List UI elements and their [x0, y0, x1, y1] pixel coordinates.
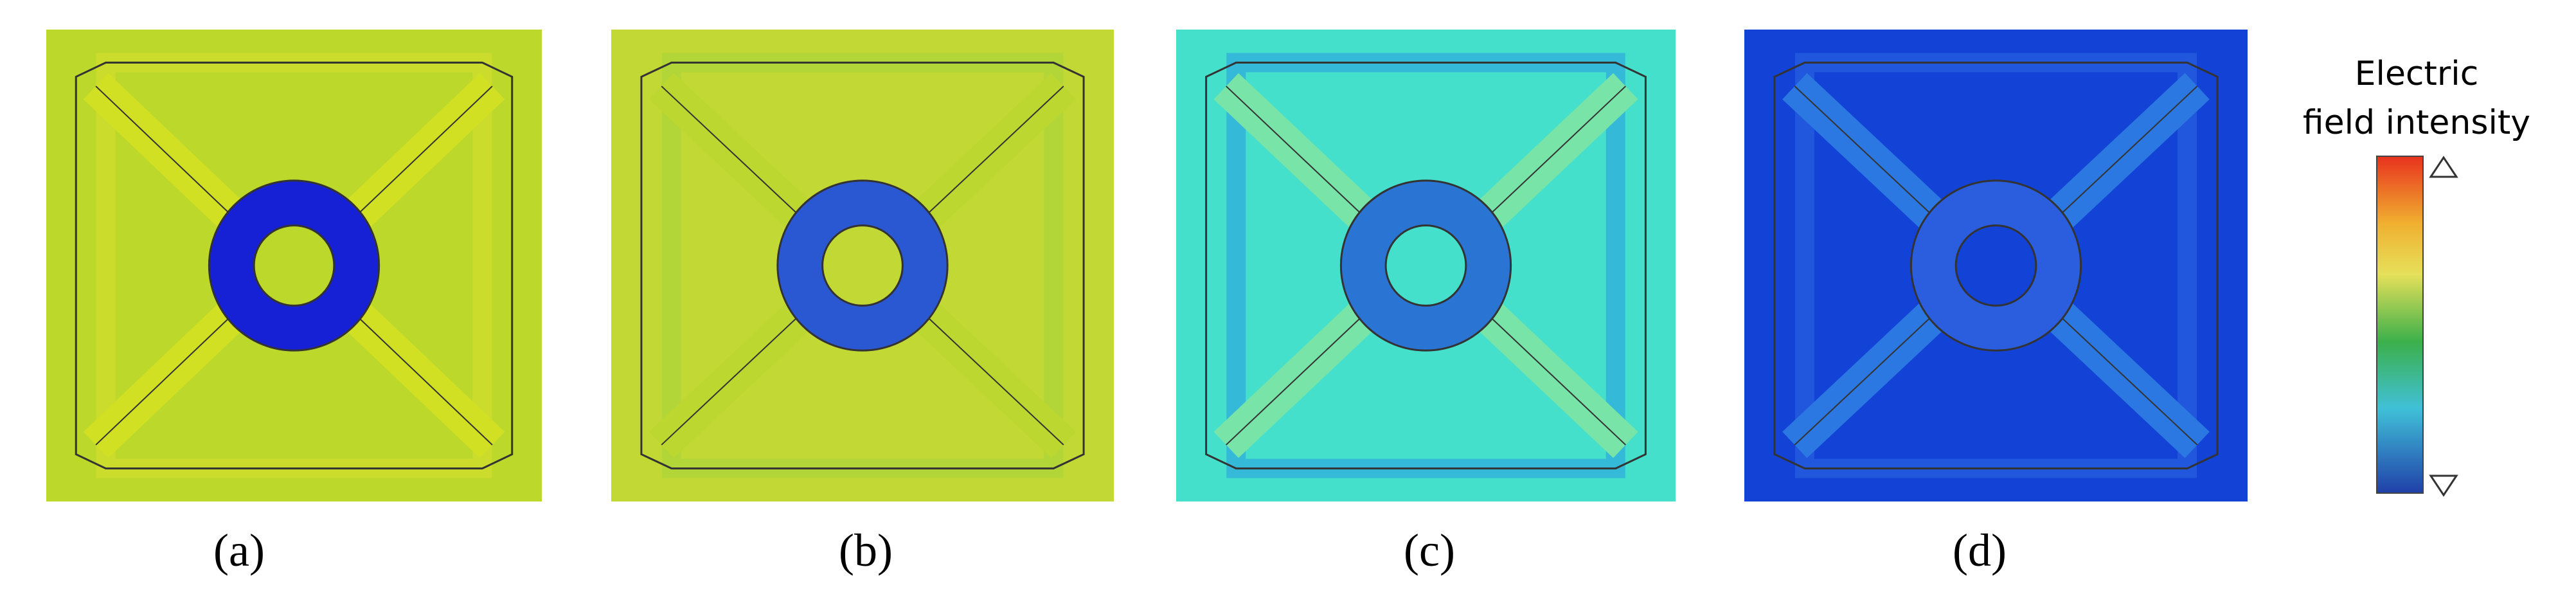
ring-hole — [1384, 224, 1467, 307]
ring-hole — [821, 224, 904, 307]
legend-title: Electric — [2355, 55, 2479, 93]
ring-hole — [253, 224, 335, 307]
frame — [1773, 61, 2219, 470]
frame — [1205, 61, 1647, 470]
max-triangle — [2429, 156, 2458, 178]
frame — [75, 61, 514, 470]
panel-label: (c) — [1404, 525, 1455, 576]
legend-title: field intensity — [2303, 104, 2530, 142]
min-triangle — [2429, 474, 2458, 497]
frame — [640, 61, 1085, 470]
panel-label: (b) — [839, 525, 893, 576]
colorbar — [2376, 156, 2424, 494]
panel-label: (d) — [1953, 525, 2007, 576]
panel-label: (a) — [213, 525, 265, 576]
panels — [46, 30, 2248, 501]
ring-hole — [1954, 224, 2037, 307]
